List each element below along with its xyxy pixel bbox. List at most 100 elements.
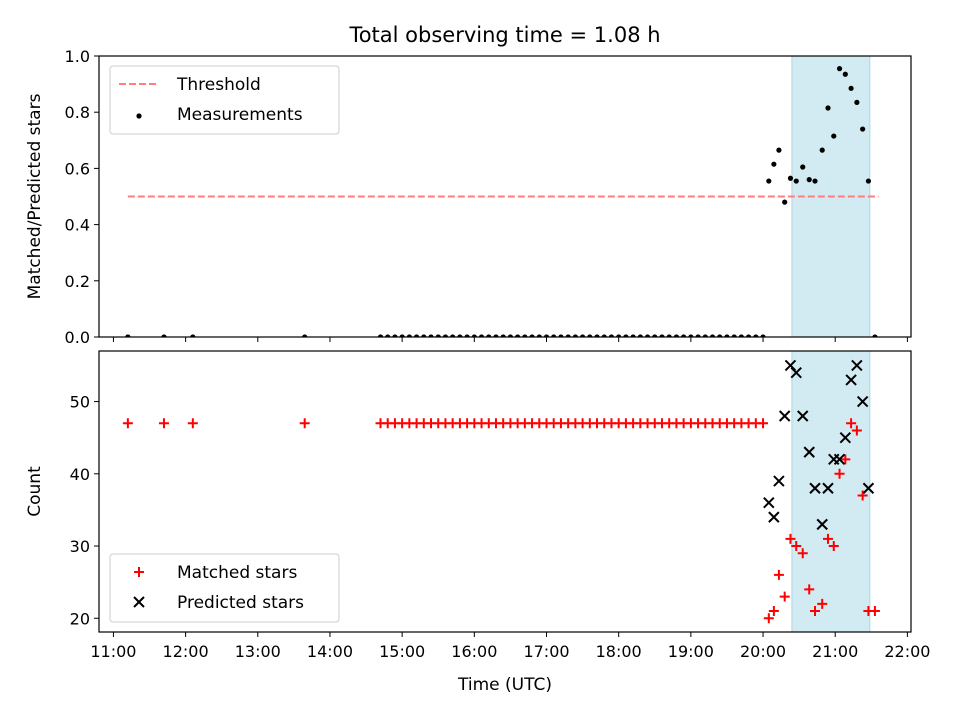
matched-star-point [158, 418, 169, 429]
matched-star-point [758, 418, 769, 429]
x-tick-label: 20:00 [740, 642, 786, 661]
measurement-point [644, 334, 651, 337]
measurement-point [190, 334, 196, 337]
measurement-point [594, 334, 600, 337]
matched-star-point [817, 598, 828, 609]
y-tick-label: 0.2 [65, 272, 90, 291]
predicted-star-point [809, 482, 821, 494]
measurement-point [831, 133, 837, 139]
measurement-point [377, 334, 384, 337]
measurement-point [464, 334, 470, 337]
predicted-star-point [839, 431, 852, 444]
measurement-point [688, 334, 694, 337]
matched-star-point [187, 418, 198, 429]
measurement-point [787, 175, 794, 181]
measurement-point [399, 334, 405, 337]
measurement-point [486, 334, 492, 337]
measurement-point [776, 147, 782, 153]
axes-frame [98, 350, 912, 633]
predicted-star-point [862, 482, 875, 494]
measurement-point [413, 334, 420, 337]
y-tick-label: 0.6 [65, 159, 90, 178]
x-tick-label: 11:00 [90, 642, 136, 661]
measurement-point [842, 71, 848, 77]
predicted-star-point [816, 518, 828, 531]
measurement-point [766, 178, 772, 184]
measurement-point [819, 147, 825, 153]
y-tick-label: 30 [70, 537, 90, 556]
measurement-point [608, 334, 615, 337]
predicted-star-point [790, 366, 802, 379]
measurement-point [529, 334, 535, 337]
measurement-point [507, 334, 514, 337]
x-tick-label: 14:00 [307, 642, 353, 661]
measurement-point [825, 105, 831, 111]
measurement-point [428, 334, 434, 337]
x-tick-label: 13:00 [235, 642, 281, 661]
plot-area [122, 359, 880, 624]
measurement-point [872, 334, 878, 337]
measurement-point [471, 334, 477, 337]
measurement-point [753, 334, 759, 337]
measurement-point [717, 334, 723, 337]
y-tick-label: 40 [70, 465, 90, 484]
predicted-star-point [773, 475, 785, 487]
measurement-point [865, 178, 872, 184]
matched-star-point [822, 533, 833, 544]
measurement-point [421, 334, 427, 337]
predicted-star-point [822, 482, 834, 494]
matched-star-point [804, 584, 815, 595]
predicted-star-point [845, 374, 857, 386]
legend-matched-swatch [134, 567, 144, 577]
measurement-point [702, 334, 708, 337]
matched-star-point [840, 454, 851, 465]
measurement-point [782, 199, 788, 205]
measurement-point [738, 334, 744, 337]
matched-star-point [763, 613, 774, 624]
predicted-star-point [803, 446, 815, 458]
x-tick-label: 12:00 [163, 642, 209, 661]
matched-star-point [810, 606, 821, 617]
plot-area [125, 66, 879, 337]
legend-label: Predicted stars [177, 593, 304, 613]
matched-star-point [846, 418, 857, 429]
y-tick-label: 50 [70, 393, 90, 412]
matched-star-point [797, 548, 808, 559]
measurement-point [659, 334, 665, 337]
measurement-point [666, 334, 672, 337]
measurement-point [572, 334, 578, 337]
legend-label: Threshold [176, 75, 261, 95]
x-axis-label: Time (UTC) [457, 675, 552, 695]
legend: Threshold Measurements [109, 65, 340, 135]
measurement-point [522, 334, 528, 337]
predicted-star-point [784, 359, 797, 372]
measurement-point [515, 334, 521, 337]
measurement-point [630, 334, 636, 337]
x-tick-label: 19:00 [668, 642, 714, 661]
legend-box [109, 553, 340, 623]
matched-star-point [791, 541, 802, 552]
measurement-point [558, 334, 564, 337]
y-tick-label: 20 [70, 609, 90, 628]
measurement-point [806, 177, 812, 183]
measurement-point [771, 161, 777, 167]
measurement-point [681, 334, 687, 337]
measurement-point [302, 334, 308, 337]
measurement-point [800, 164, 806, 170]
legend-predicted-swatch [133, 596, 145, 608]
measurement-point [724, 334, 730, 337]
measurement-point [392, 334, 398, 337]
count-panel: 20 30 40 50 11:00 12:00 13:00 14:00 15:00 16:00 17… [25, 350, 930, 661]
measurement-point [457, 334, 463, 337]
measurement-point [673, 334, 680, 337]
y-axis-label: Count [25, 466, 45, 517]
y-tick-label: 0.8 [65, 103, 90, 122]
matched-star-point [779, 591, 790, 602]
legend-measurement-swatch [136, 113, 142, 119]
x-tick-label: 17:00 [523, 642, 569, 661]
matched-star-point [122, 418, 133, 429]
measurement-point [793, 178, 799, 184]
series-predicted-stars [763, 359, 875, 531]
measurement-point [565, 334, 571, 337]
